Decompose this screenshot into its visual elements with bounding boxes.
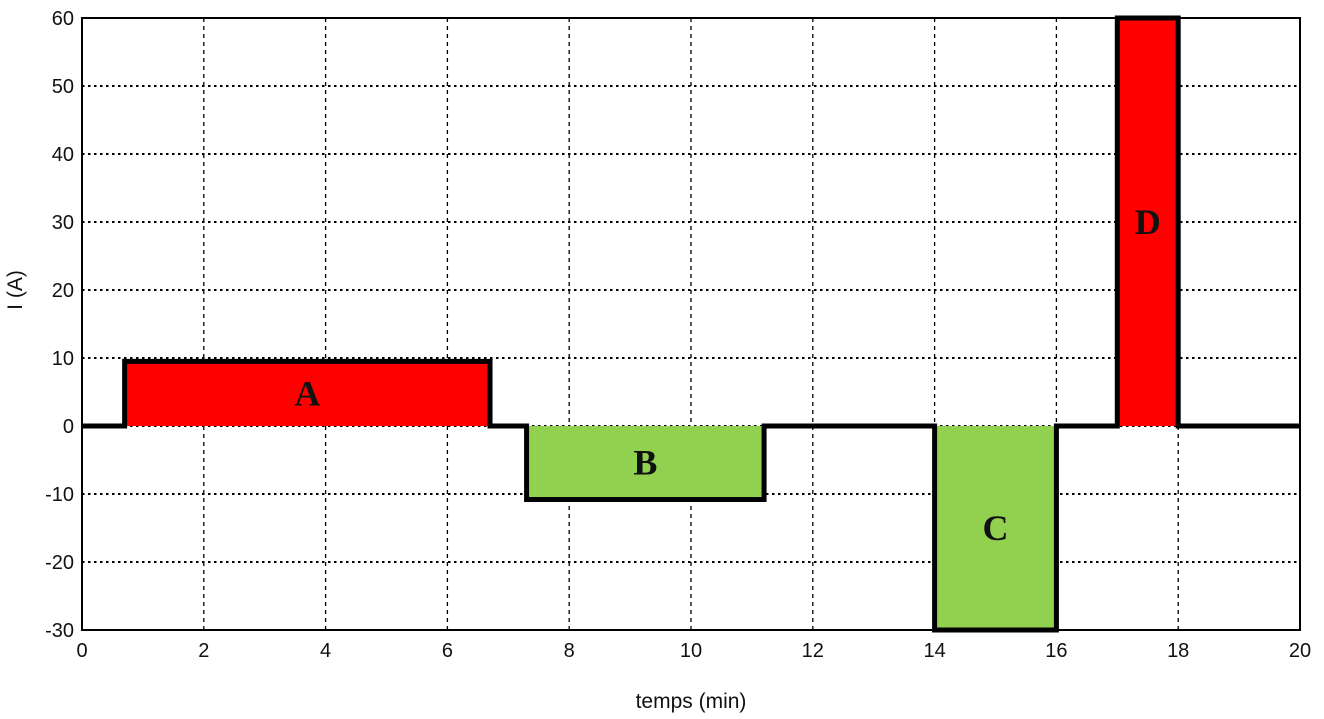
y-tick-label: -30 — [45, 620, 74, 642]
x-tick-label: 0 — [76, 640, 87, 662]
x-axis-label: temps (min) — [636, 690, 747, 713]
x-tick-label: 16 — [1045, 640, 1067, 662]
region-d-area — [1117, 18, 1179, 426]
region-a-area — [124, 361, 491, 426]
x-tick-label: 10 — [680, 640, 702, 662]
region-c-area — [934, 426, 1057, 630]
regions: A B C D — [124, 18, 1179, 630]
y-axis-label: I (A) — [4, 270, 27, 310]
x-tick-label: 20 — [1289, 640, 1311, 662]
y-tick-label: 40 — [52, 144, 74, 166]
x-tick-label: 6 — [442, 640, 453, 662]
region-label: B — [633, 443, 657, 483]
region-label: D — [1135, 202, 1161, 242]
x-tick-label: 14 — [923, 640, 945, 662]
y-tick-label: 30 — [52, 212, 74, 234]
y-tick-label: -10 — [45, 484, 74, 506]
y-tick-label: 10 — [52, 348, 74, 370]
y-tick-label: 20 — [52, 280, 74, 302]
x-tick-label: 2 — [198, 640, 209, 662]
y-tick-label: 0 — [63, 416, 74, 438]
region-b-area — [526, 426, 765, 500]
plot-frame — [81, 17, 1301, 631]
x-tick-label: 8 — [564, 640, 575, 662]
y-tick-label: 60 — [52, 8, 74, 30]
x-tick-label: 4 — [320, 640, 331, 662]
x-tick-label: 18 — [1167, 640, 1189, 662]
x-tick-labels: 0 2 4 6 8 10 12 14 16 18 20 — [76, 640, 1311, 662]
y-tick-label: -20 — [45, 552, 74, 574]
y-tick-labels: 60 50 40 30 20 10 0 -10 -20 -30 — [45, 8, 74, 642]
region-label: A — [294, 374, 320, 414]
region-label: C — [983, 508, 1009, 548]
x-tick-label: 12 — [802, 640, 824, 662]
y-tick-label: 50 — [52, 76, 74, 98]
